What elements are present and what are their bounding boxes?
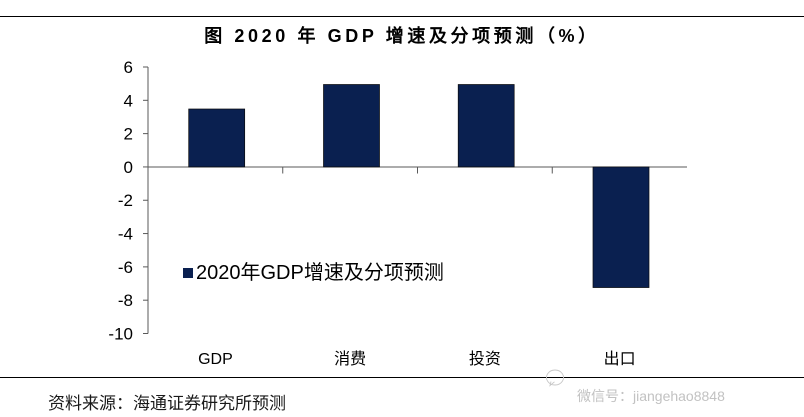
svg-text:-4: -4: [118, 225, 133, 244]
svg-text:GDP: GDP: [198, 351, 233, 368]
svg-text:4: 4: [124, 91, 133, 110]
svg-text:6: 6: [124, 58, 133, 77]
svg-text:出口: 出口: [604, 350, 636, 368]
svg-text:-8: -8: [118, 291, 133, 310]
svg-text:-2: -2: [118, 191, 133, 210]
svg-text:消费: 消费: [334, 350, 366, 368]
svg-text:2: 2: [124, 125, 133, 144]
svg-text:-10: -10: [108, 325, 133, 344]
svg-text:-6: -6: [118, 258, 133, 277]
svg-text:0: 0: [124, 158, 133, 177]
svg-text:投资: 投资: [469, 350, 501, 368]
